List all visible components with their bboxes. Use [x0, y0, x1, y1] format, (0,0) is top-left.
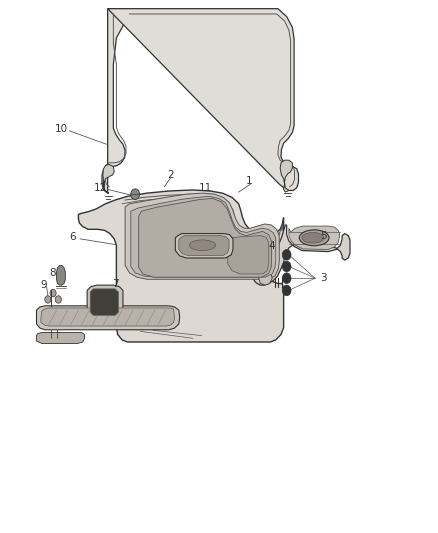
Circle shape: [283, 261, 291, 272]
Polygon shape: [108, 9, 298, 190]
Polygon shape: [258, 241, 272, 258]
Circle shape: [45, 296, 51, 303]
Text: 2: 2: [167, 170, 173, 180]
Polygon shape: [125, 193, 279, 279]
Circle shape: [50, 289, 56, 297]
Polygon shape: [57, 265, 65, 285]
Circle shape: [283, 273, 291, 284]
Text: 5: 5: [321, 231, 327, 241]
Text: 1: 1: [246, 176, 253, 187]
Polygon shape: [78, 190, 284, 342]
Ellipse shape: [299, 230, 329, 246]
Polygon shape: [280, 160, 292, 192]
Polygon shape: [228, 236, 269, 274]
Circle shape: [55, 296, 61, 303]
Ellipse shape: [189, 240, 215, 251]
Polygon shape: [139, 198, 272, 277]
Polygon shape: [258, 271, 272, 285]
Text: 8: 8: [49, 268, 56, 278]
Text: 12: 12: [94, 183, 107, 193]
Polygon shape: [102, 9, 130, 193]
Polygon shape: [87, 285, 123, 321]
Polygon shape: [289, 226, 339, 249]
Polygon shape: [103, 165, 114, 193]
Ellipse shape: [302, 232, 324, 243]
Text: 4: 4: [268, 241, 275, 251]
Text: 9: 9: [40, 280, 47, 290]
Text: 3: 3: [321, 273, 327, 283]
Text: 10: 10: [54, 124, 67, 134]
Polygon shape: [179, 236, 229, 255]
Polygon shape: [36, 333, 85, 344]
Text: 7: 7: [112, 279, 118, 288]
Circle shape: [283, 249, 291, 260]
Polygon shape: [131, 196, 276, 277]
Polygon shape: [90, 289, 119, 316]
Polygon shape: [252, 225, 350, 285]
Polygon shape: [175, 233, 233, 258]
Polygon shape: [36, 306, 180, 330]
Circle shape: [283, 285, 291, 296]
Text: 6: 6: [69, 232, 76, 243]
Circle shape: [131, 189, 140, 199]
Polygon shape: [41, 308, 174, 326]
Text: 11: 11: [199, 183, 212, 193]
